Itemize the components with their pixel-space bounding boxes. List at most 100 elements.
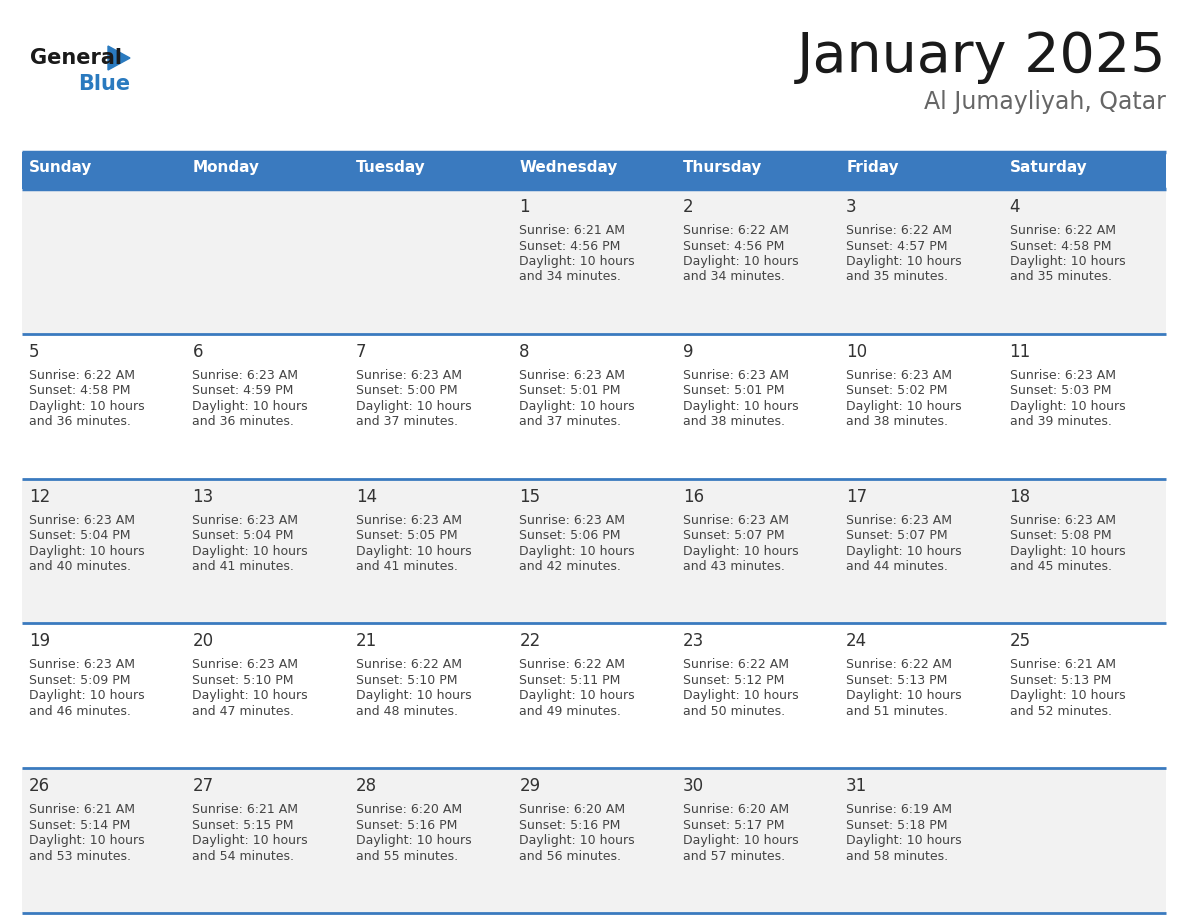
- Text: Daylight: 10 hours: Daylight: 10 hours: [29, 834, 145, 847]
- Text: and 47 minutes.: and 47 minutes.: [192, 705, 295, 718]
- Text: Daylight: 10 hours: Daylight: 10 hours: [192, 834, 308, 847]
- Text: 8: 8: [519, 342, 530, 361]
- Text: Daylight: 10 hours: Daylight: 10 hours: [356, 834, 472, 847]
- Text: 17: 17: [846, 487, 867, 506]
- Text: Daylight: 10 hours: Daylight: 10 hours: [683, 544, 798, 557]
- Text: Daylight: 10 hours: Daylight: 10 hours: [683, 400, 798, 413]
- Text: Sunrise: 6:22 AM: Sunrise: 6:22 AM: [846, 224, 952, 237]
- Text: Daylight: 10 hours: Daylight: 10 hours: [519, 255, 634, 268]
- Text: and 43 minutes.: and 43 minutes.: [683, 560, 784, 573]
- Text: Friday: Friday: [846, 160, 899, 175]
- Text: Daylight: 10 hours: Daylight: 10 hours: [356, 544, 472, 557]
- Text: and 57 minutes.: and 57 minutes.: [683, 850, 785, 863]
- Text: 26: 26: [29, 778, 50, 795]
- Text: and 55 minutes.: and 55 minutes.: [356, 850, 459, 863]
- Text: 7: 7: [356, 342, 366, 361]
- Text: and 34 minutes.: and 34 minutes.: [519, 271, 621, 284]
- Text: Sunrise: 6:23 AM: Sunrise: 6:23 AM: [29, 513, 135, 527]
- Text: Tuesday: Tuesday: [356, 160, 425, 175]
- Text: Sunrise: 6:23 AM: Sunrise: 6:23 AM: [29, 658, 135, 671]
- Text: and 35 minutes.: and 35 minutes.: [1010, 271, 1112, 284]
- Text: Sunrise: 6:23 AM: Sunrise: 6:23 AM: [356, 369, 462, 382]
- Text: 27: 27: [192, 778, 214, 795]
- Text: Daylight: 10 hours: Daylight: 10 hours: [192, 544, 308, 557]
- Text: Sunrise: 6:23 AM: Sunrise: 6:23 AM: [356, 513, 462, 527]
- Text: Daylight: 10 hours: Daylight: 10 hours: [192, 400, 308, 413]
- Text: 30: 30: [683, 778, 703, 795]
- Text: Sunset: 4:57 PM: Sunset: 4:57 PM: [846, 240, 948, 252]
- Text: Sunrise: 6:23 AM: Sunrise: 6:23 AM: [519, 513, 625, 527]
- Text: Daylight: 10 hours: Daylight: 10 hours: [519, 544, 634, 557]
- Text: Sunrise: 6:20 AM: Sunrise: 6:20 AM: [356, 803, 462, 816]
- Text: Sunrise: 6:23 AM: Sunrise: 6:23 AM: [1010, 513, 1116, 527]
- Bar: [1003, 152, 1165, 189]
- Text: Sunrise: 6:22 AM: Sunrise: 6:22 AM: [356, 658, 462, 671]
- Text: 1: 1: [519, 198, 530, 216]
- Text: Daylight: 10 hours: Daylight: 10 hours: [846, 255, 962, 268]
- Text: Sunrise: 6:23 AM: Sunrise: 6:23 AM: [192, 369, 298, 382]
- Bar: [23, 334, 1165, 478]
- Text: Sunset: 5:02 PM: Sunset: 5:02 PM: [846, 385, 948, 397]
- Text: 5: 5: [29, 342, 39, 361]
- Text: Sunrise: 6:22 AM: Sunrise: 6:22 AM: [1010, 224, 1116, 237]
- Text: and 54 minutes.: and 54 minutes.: [192, 850, 295, 863]
- Text: Sunrise: 6:23 AM: Sunrise: 6:23 AM: [192, 513, 298, 527]
- Text: Wednesday: Wednesday: [519, 160, 618, 175]
- Text: Sunset: 5:14 PM: Sunset: 5:14 PM: [29, 819, 131, 832]
- Bar: [676, 152, 839, 189]
- Text: 13: 13: [192, 487, 214, 506]
- Polygon shape: [108, 46, 129, 70]
- Text: and 46 minutes.: and 46 minutes.: [29, 705, 131, 718]
- Text: Sunset: 5:13 PM: Sunset: 5:13 PM: [846, 674, 948, 687]
- Text: and 34 minutes.: and 34 minutes.: [683, 271, 784, 284]
- Text: Daylight: 10 hours: Daylight: 10 hours: [29, 544, 145, 557]
- Text: and 45 minutes.: and 45 minutes.: [1010, 560, 1112, 573]
- Text: and 41 minutes.: and 41 minutes.: [356, 560, 457, 573]
- Text: and 42 minutes.: and 42 minutes.: [519, 560, 621, 573]
- Bar: [23, 623, 1165, 768]
- Text: Daylight: 10 hours: Daylight: 10 hours: [356, 400, 472, 413]
- Text: Sunrise: 6:23 AM: Sunrise: 6:23 AM: [846, 369, 952, 382]
- Text: Sunset: 5:07 PM: Sunset: 5:07 PM: [846, 529, 948, 543]
- Text: Sunrise: 6:23 AM: Sunrise: 6:23 AM: [683, 513, 789, 527]
- Text: 22: 22: [519, 633, 541, 650]
- Text: Sunset: 5:16 PM: Sunset: 5:16 PM: [356, 819, 457, 832]
- Text: and 36 minutes.: and 36 minutes.: [29, 415, 131, 429]
- Text: and 44 minutes.: and 44 minutes.: [846, 560, 948, 573]
- Text: Sunset: 5:12 PM: Sunset: 5:12 PM: [683, 674, 784, 687]
- Text: Sunrise: 6:22 AM: Sunrise: 6:22 AM: [846, 658, 952, 671]
- Bar: [23, 768, 1165, 913]
- Text: Saturday: Saturday: [1010, 160, 1087, 175]
- Text: Sunset: 5:04 PM: Sunset: 5:04 PM: [29, 529, 131, 543]
- Text: and 58 minutes.: and 58 minutes.: [846, 850, 948, 863]
- Text: Sunset: 4:58 PM: Sunset: 4:58 PM: [29, 385, 131, 397]
- Text: and 52 minutes.: and 52 minutes.: [1010, 705, 1112, 718]
- Text: Daylight: 10 hours: Daylight: 10 hours: [192, 689, 308, 702]
- Text: and 41 minutes.: and 41 minutes.: [192, 560, 295, 573]
- Bar: [23, 152, 185, 189]
- Text: 23: 23: [683, 633, 704, 650]
- Text: Sunrise: 6:23 AM: Sunrise: 6:23 AM: [192, 658, 298, 671]
- Text: Daylight: 10 hours: Daylight: 10 hours: [1010, 689, 1125, 702]
- Text: Sunset: 5:11 PM: Sunset: 5:11 PM: [519, 674, 620, 687]
- Text: Sunset: 5:03 PM: Sunset: 5:03 PM: [1010, 385, 1111, 397]
- Text: 18: 18: [1010, 487, 1031, 506]
- Text: Daylight: 10 hours: Daylight: 10 hours: [1010, 400, 1125, 413]
- Text: Sunset: 5:09 PM: Sunset: 5:09 PM: [29, 674, 131, 687]
- Text: Sunset: 4:56 PM: Sunset: 4:56 PM: [519, 240, 620, 252]
- Text: and 36 minutes.: and 36 minutes.: [192, 415, 295, 429]
- Text: Sunset: 5:18 PM: Sunset: 5:18 PM: [846, 819, 948, 832]
- Text: Blue: Blue: [78, 74, 131, 94]
- Text: Daylight: 10 hours: Daylight: 10 hours: [519, 689, 634, 702]
- Text: and 35 minutes.: and 35 minutes.: [846, 271, 948, 284]
- Text: and 49 minutes.: and 49 minutes.: [519, 705, 621, 718]
- Text: and 39 minutes.: and 39 minutes.: [1010, 415, 1112, 429]
- Text: Sunset: 5:07 PM: Sunset: 5:07 PM: [683, 529, 784, 543]
- Text: Sunset: 5:01 PM: Sunset: 5:01 PM: [519, 385, 621, 397]
- Text: Sunset: 5:06 PM: Sunset: 5:06 PM: [519, 529, 621, 543]
- Text: Daylight: 10 hours: Daylight: 10 hours: [1010, 544, 1125, 557]
- Bar: [185, 152, 349, 189]
- Text: 31: 31: [846, 778, 867, 795]
- Text: 15: 15: [519, 487, 541, 506]
- Text: Sunrise: 6:19 AM: Sunrise: 6:19 AM: [846, 803, 952, 816]
